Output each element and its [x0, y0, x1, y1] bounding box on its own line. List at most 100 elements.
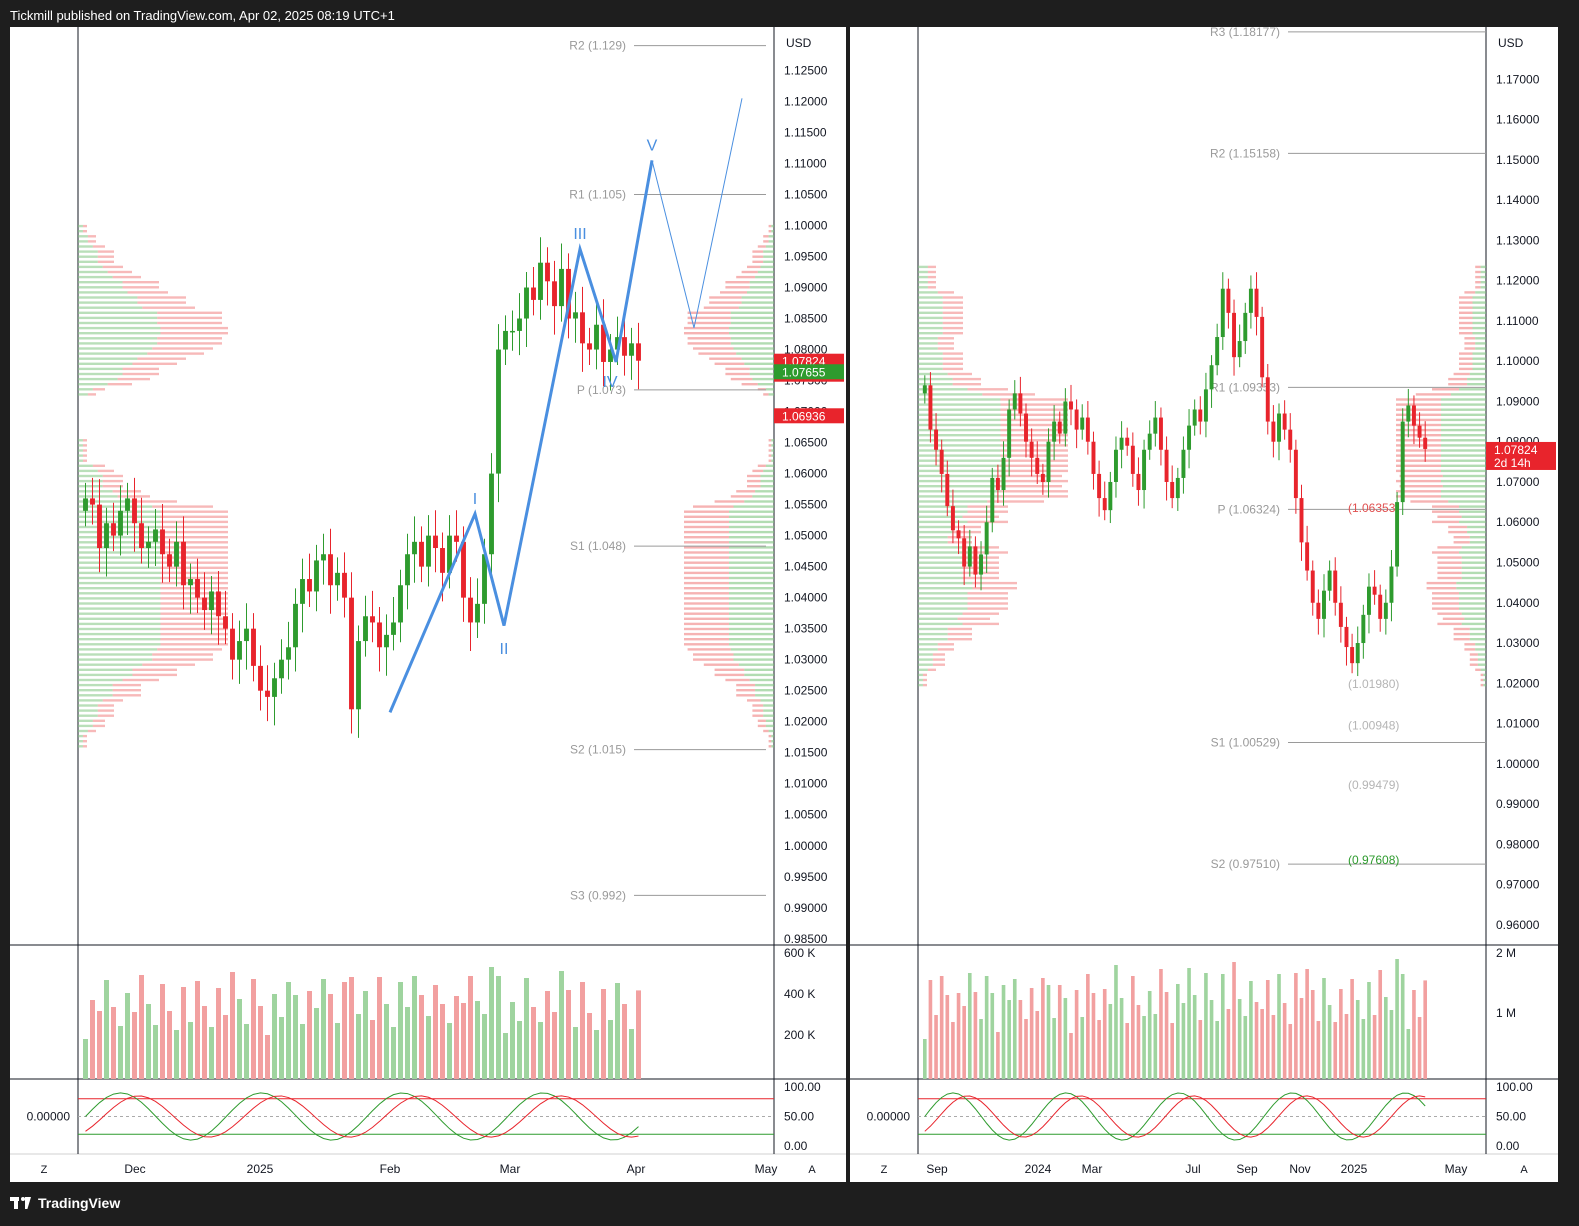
candle-body	[1097, 473, 1102, 499]
candle-body	[412, 541, 417, 555]
candle-body	[195, 579, 200, 598]
volume-bar	[951, 1022, 955, 1079]
candle-body	[489, 473, 494, 555]
candles	[83, 237, 641, 738]
volume-bar	[188, 1022, 193, 1079]
y-tick-label: 1.03000	[784, 653, 828, 667]
volume-bar	[272, 994, 277, 1079]
volume-bar	[1209, 1000, 1214, 1079]
candles	[922, 272, 1428, 677]
candle-body	[928, 385, 933, 430]
candle-body	[1052, 421, 1057, 442]
side-level-label: (1.00948)	[1348, 719, 1399, 733]
price-tag-value: 1.06936	[782, 409, 826, 423]
volume-bar	[979, 1019, 983, 1079]
candle-body	[1350, 647, 1355, 664]
pivot-label: R2 (1.15158)	[1210, 146, 1280, 160]
volume-bar	[286, 982, 291, 1079]
candle-body	[573, 312, 578, 319]
y-tick-label: 1.08000	[784, 343, 828, 357]
volume-bar	[1063, 998, 1068, 1079]
y-tick-label: 1.11500	[784, 125, 827, 139]
pivot-label: R2 (1.129)	[569, 39, 626, 53]
x-tick-label: Sep	[1236, 1162, 1258, 1176]
pivot-label: S1 (1.048)	[570, 539, 626, 553]
candle-body	[419, 541, 424, 567]
candle-body	[1327, 570, 1332, 591]
volume-bar	[524, 978, 529, 1079]
volume-tick-label: 1 M	[1496, 1006, 1516, 1020]
volume-bar	[962, 1006, 966, 1079]
candle-body	[566, 268, 571, 319]
chart-panel-left[interactable]: R2 (1.129) R1 (1.105) P (1.073) S1 (1.048) S…	[10, 27, 846, 1182]
publisher-line: Tickmill published on TradingView.com, A…	[10, 8, 395, 23]
volume-bar	[1007, 1000, 1011, 1079]
volume-bar	[1215, 1021, 1219, 1079]
pivot-label: R1 (1.105)	[569, 187, 626, 201]
candle-body	[1406, 405, 1411, 422]
y-tick-label: 1.09000	[1496, 394, 1540, 408]
volume-bars	[83, 967, 641, 1079]
volume-bar	[118, 1026, 123, 1079]
volume-bar	[615, 983, 620, 1079]
volume-bar	[1339, 989, 1343, 1079]
y-tick-label: 1.03000	[1496, 636, 1540, 650]
wave-label: III	[573, 226, 586, 243]
candle-body	[363, 616, 368, 642]
volume-bar	[928, 980, 933, 1079]
candle-body	[1113, 449, 1118, 482]
volume-bar	[139, 975, 144, 1079]
volume-bar	[1142, 1016, 1146, 1079]
x-tick-label: Dec	[124, 1162, 145, 1176]
candle-body	[1344, 626, 1349, 648]
volume-bar	[1327, 1005, 1332, 1079]
volume-bar	[1091, 993, 1096, 1079]
volume-bar	[1041, 978, 1045, 1079]
candle-body	[1024, 413, 1028, 442]
candle-body	[1322, 590, 1326, 619]
y-tick-label: 0.97000	[1496, 878, 1540, 892]
volume-bar	[573, 1027, 578, 1079]
candle-body	[1091, 441, 1096, 474]
candle-body	[1001, 457, 1006, 491]
candle-body	[1232, 312, 1237, 358]
volume-bar	[1029, 988, 1034, 1079]
volume-bar	[1226, 1009, 1231, 1079]
volume-profile	[78, 224, 774, 748]
x-tick-label: Nov	[1289, 1162, 1310, 1176]
volume-bar	[426, 1016, 431, 1079]
volume-bar	[1237, 999, 1242, 1079]
volume-bar	[1147, 991, 1152, 1079]
volume-bar	[1069, 1033, 1073, 1079]
volume-bar	[377, 977, 382, 1079]
candle-body	[1080, 417, 1085, 430]
candle-body	[1203, 389, 1208, 422]
volume-bar	[461, 1003, 466, 1079]
candle-body	[251, 628, 256, 666]
candle-body	[97, 504, 102, 549]
y-tick-label: 1.17000	[1496, 72, 1540, 86]
candle-body	[967, 546, 972, 567]
volume-bar	[967, 973, 972, 1079]
candle-body	[1423, 437, 1428, 449]
price-axis: USD 1.12500 1.12000 1.11500 1.11000 1.10500 1.…	[784, 36, 828, 946]
chart-panel-right[interactable]: R3 (1.18177) R2 (1.15158) R1 (1.09353) P (1…	[850, 27, 1558, 1182]
y-tick-label: 1.10500	[784, 187, 828, 201]
volume-bar	[398, 982, 403, 1079]
y-tick-label: 1.11000	[1496, 314, 1539, 328]
candle-body	[1361, 614, 1366, 644]
candle-body	[181, 541, 186, 586]
candle-body	[962, 538, 967, 567]
volume-bar	[1181, 1003, 1186, 1079]
volume-bar	[636, 990, 641, 1079]
volume-bar	[934, 1015, 938, 1079]
y-tick-label: 1.04500	[784, 560, 828, 574]
candle-body	[594, 324, 599, 350]
volume-bar	[174, 1030, 179, 1079]
y-tick-label: 0.99500	[784, 870, 828, 884]
volume-bar	[216, 988, 221, 1079]
candle-body	[1260, 316, 1265, 378]
candle-body	[1119, 437, 1124, 450]
candle-body	[167, 554, 172, 567]
osc-line-d	[85, 1095, 639, 1138]
